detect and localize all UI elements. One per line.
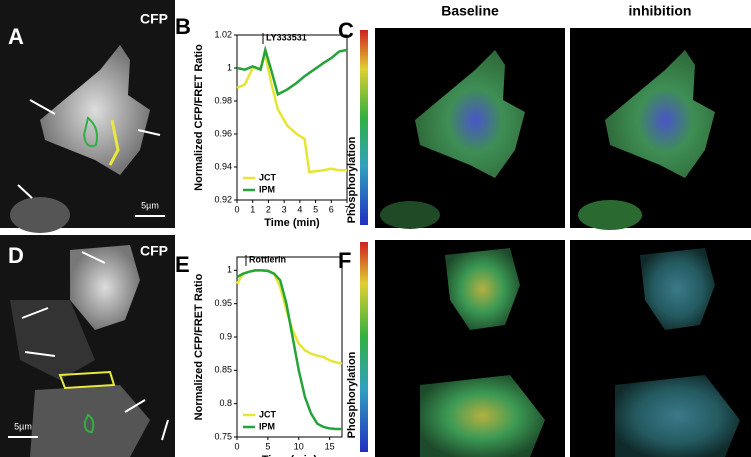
legend-label: IPM <box>259 421 275 431</box>
x-tick-label: 0 <box>234 204 239 214</box>
panel-label: D <box>8 243 24 268</box>
x-tick-label: 6 <box>329 204 334 214</box>
channel-label: CFP <box>140 243 168 259</box>
x-tick-label: 0 <box>234 441 239 451</box>
plot-frame <box>236 256 343 438</box>
y-tick-label: 0.85 <box>214 365 232 375</box>
channel-label: CFP <box>140 11 168 27</box>
legend-label: JCT <box>259 409 277 419</box>
annotation: Rottlerin <box>249 254 286 264</box>
y-tick-label: 1.02 <box>214 29 232 39</box>
panel-label: E <box>175 252 190 277</box>
panel-label: A <box>8 24 24 49</box>
plot-frame <box>236 34 348 201</box>
line-series <box>236 50 347 174</box>
x-tick-label: 2 <box>266 204 271 214</box>
colorbar-label: Phosphorylation <box>346 136 358 223</box>
y-tick-label: 0.92 <box>214 194 232 204</box>
y-tick-label: 0.8 <box>219 398 232 408</box>
panel-label: C <box>338 18 354 43</box>
y-tick-label: 0.98 <box>214 95 232 105</box>
x-tick-label: 15 <box>325 441 335 451</box>
y-axis-label: Normalized CFP/FRET Ratio <box>193 273 205 420</box>
x-tick-label: 7 <box>344 204 349 214</box>
panel-label: B <box>175 14 191 39</box>
y-tick-label: 0.75 <box>214 431 232 441</box>
image-a <box>0 0 175 233</box>
y-tick-label: 1 <box>227 62 232 72</box>
y-tick-label: 0.96 <box>214 128 232 138</box>
x-tick-label: 10 <box>294 441 304 451</box>
x-tick-label: 4 <box>297 204 302 214</box>
line-series <box>236 44 348 97</box>
scale-bar-label: 5µm <box>14 421 32 431</box>
colorbar-label: Phosphorylation <box>346 351 358 438</box>
x-axis-label: Time (min) <box>264 217 320 229</box>
y-tick-label: 0.9 <box>219 331 232 341</box>
scale-bar-label: 5µm <box>141 200 159 210</box>
x-tick-label: 3 <box>282 204 287 214</box>
images-c-f <box>360 28 751 457</box>
legend-label: JCT <box>259 172 277 182</box>
y-tick-label: 0.94 <box>214 161 232 171</box>
image-d <box>0 235 175 457</box>
line-series <box>236 269 342 431</box>
y-axis-label: Normalized CFP/FRET Ratio <box>193 44 205 191</box>
column-header: Baseline <box>441 3 499 19</box>
annotation: LY333531 <box>266 32 307 42</box>
y-tick-label: 0.95 <box>214 298 232 308</box>
column-header: inhibition <box>629 3 692 19</box>
y-tick-label: 1 <box>227 265 232 275</box>
x-tick-label: 5 <box>265 441 270 451</box>
x-tick-label: 5 <box>313 204 318 214</box>
x-tick-label: 1 <box>250 204 255 214</box>
panel-label: F <box>338 248 351 273</box>
x-axis-label: Time (min) <box>262 454 318 457</box>
legend-label: IPM <box>259 184 275 194</box>
